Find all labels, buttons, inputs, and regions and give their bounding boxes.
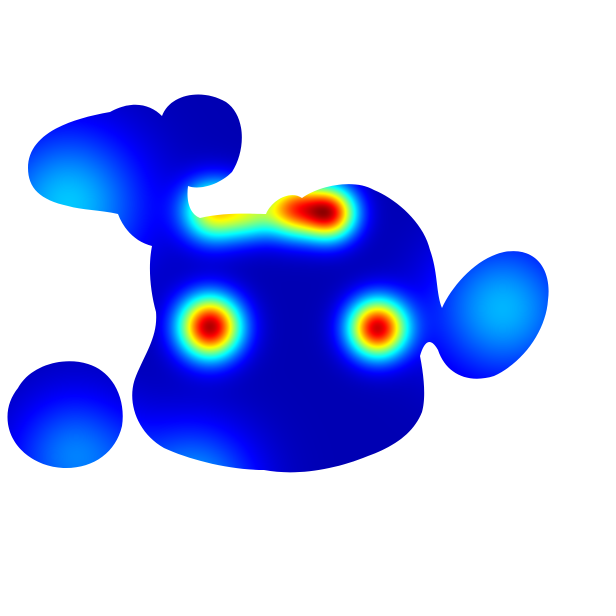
heatmap-canvas [7, 94, 549, 473]
heatmap-chart [7, 94, 549, 473]
